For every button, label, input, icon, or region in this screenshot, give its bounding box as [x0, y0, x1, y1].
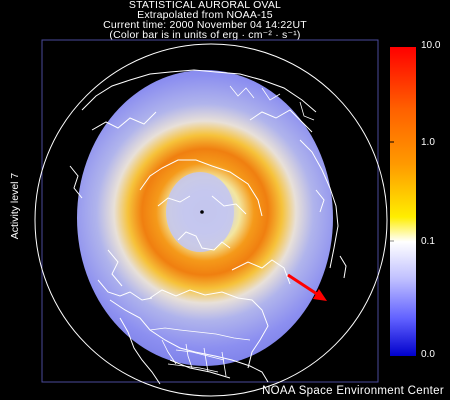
colorbar-tick-min: 0.0 — [421, 349, 435, 360]
country-borders — [149, 85, 315, 377]
header-source: Extrapolated from NOAA-15 — [137, 9, 273, 21]
header-title: STATISTICAL AURORAL OVAL — [128, 0, 282, 11]
colorbar-tick-max: 10.0 — [421, 40, 441, 51]
activity-level-label: Activity level 7 — [9, 172, 21, 240]
latitude-boundary — [34, 43, 388, 397]
color-bar — [390, 47, 416, 356]
colorbar-tick-1: 1.0 — [421, 137, 435, 148]
geomagnetic-pole-marker — [200, 210, 204, 214]
map-frame — [41, 39, 379, 383]
auroral-oval — [77, 70, 333, 366]
coastlines — [69, 69, 347, 385]
sun-direction-arrow — [287, 273, 327, 301]
header-time: Current time: 2000 November 04 14:22UT — [103, 19, 307, 31]
colorbar-tick-01: 0.1 — [421, 236, 435, 247]
header-units: (Color bar is in units of erg · cm⁻² · s… — [109, 29, 301, 41]
map-header: STATISTICAL AURORAL OVAL Extrapolated fr… — [50, 0, 360, 40]
credit-label: NOAA Space Environment Center — [262, 385, 444, 397]
